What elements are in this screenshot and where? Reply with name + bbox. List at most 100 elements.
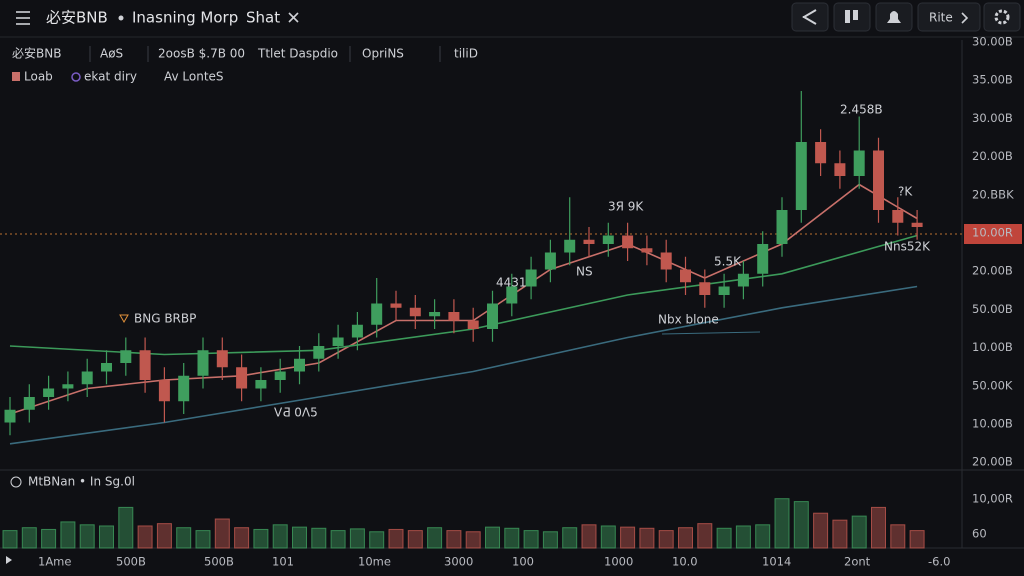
price-label: 20.00B: [972, 455, 1013, 469]
annotation: 4431: [496, 276, 527, 290]
annotation: 3Я 9K: [608, 200, 644, 214]
candle-body: [718, 286, 730, 295]
candle-body: [313, 346, 325, 359]
time-label: 3000: [444, 555, 473, 569]
time-label: 10.0: [672, 555, 698, 569]
annotation-marker: [119, 314, 129, 324]
settings-button[interactable]: [983, 2, 1021, 32]
close-icon[interactable]: [288, 12, 299, 23]
time-label: 500B: [116, 555, 146, 569]
annotation: 5.5K: [714, 255, 742, 269]
candle-body: [699, 282, 711, 295]
play-icon[interactable]: [6, 556, 12, 564]
rite-button[interactable]: [917, 2, 981, 32]
volume-bar: [600, 525, 616, 549]
menu-icon[interactable]: [16, 11, 30, 25]
volume-bar: [214, 518, 230, 549]
volume-bar: [485, 526, 500, 549]
tab[interactable]: Shat: [246, 9, 280, 27]
header-title: 必安BNB: [46, 9, 108, 27]
legend-label: Av LonteS: [164, 70, 224, 84]
price-label: 10.00B: [972, 417, 1013, 431]
candle-body: [332, 337, 344, 346]
volume-bar: [542, 531, 558, 549]
price-label: 50.00B: [972, 302, 1013, 316]
volume-bar: [41, 528, 57, 549]
candle-body: [101, 363, 112, 372]
candle-body: [622, 235, 634, 249]
candle-body: [409, 307, 421, 317]
candle-body: [525, 269, 537, 287]
time-label: 1000: [604, 555, 633, 569]
volume-bar: [678, 527, 693, 549]
annotation-underline: [661, 331, 761, 335]
candle-body: [544, 252, 556, 270]
legend-label: Loab: [24, 70, 53, 84]
price-tag: [964, 224, 1022, 244]
volume-bar: [562, 527, 578, 549]
volume-bar: [813, 512, 829, 549]
time-label: 101: [272, 555, 294, 569]
volume-bar: [156, 523, 172, 549]
info: tiliD: [454, 47, 478, 61]
chevron: [961, 12, 969, 24]
price-label: 10.00B: [972, 340, 1013, 354]
candle-body: [602, 235, 614, 244]
annotation: 2.458B: [840, 103, 883, 117]
candle-body: [873, 150, 884, 210]
price-label: 50.00K: [972, 378, 1013, 392]
volume-bar: [330, 530, 346, 549]
volume-bar: [755, 524, 771, 549]
candle-body: [564, 239, 576, 253]
candle-body: [583, 239, 595, 244]
volume-bar: [292, 526, 307, 549]
legend-label: ekat diry: [84, 70, 137, 84]
indicator-icon: [853, 10, 858, 20]
price-label: 20.00B: [972, 149, 1013, 163]
price-label: 35.00B: [972, 73, 1013, 87]
indicator-button[interactable]: [833, 2, 871, 32]
volume-toggle[interactable]: [10, 476, 22, 488]
price-label: 20.BBK: [972, 187, 1014, 201]
indicator-icon: [845, 10, 850, 23]
time-label: 1Ame: [38, 555, 71, 569]
volume-bar: [697, 523, 713, 549]
info: 2oosB $.7B 00: [158, 47, 245, 61]
share-button[interactable]: [791, 2, 829, 32]
separator-dot: [118, 15, 124, 21]
candle-body: [448, 312, 460, 321]
price-label: 30.00B: [972, 35, 1013, 49]
annotation: Nbx blone: [658, 313, 719, 327]
volume-bar: [79, 524, 95, 549]
volume-title: MtBNan • In Sg.0l: [28, 475, 135, 489]
volume-bar: [118, 506, 134, 549]
volume-bar: [427, 527, 443, 549]
volume-bar: [2, 530, 18, 549]
gear-icon: [994, 9, 1010, 25]
volume-bar: [890, 524, 906, 549]
legend-marker: [12, 72, 20, 81]
candle-body: [795, 142, 807, 210]
info: OpriNS: [362, 47, 404, 61]
candle-body: [4, 409, 16, 423]
time-label: -6.0: [928, 555, 950, 569]
time-label: 2ont: [844, 555, 871, 569]
annotation: NS: [576, 265, 593, 279]
volume-bar: [407, 530, 423, 549]
volume-bar: [851, 515, 867, 549]
candle-body: [757, 244, 769, 274]
volume-bar: [523, 530, 539, 549]
candle-body: [43, 388, 55, 397]
volume-bar: [774, 498, 790, 549]
annotation: ?K: [898, 185, 913, 199]
candle-body: [139, 350, 151, 380]
volume-bar: [253, 528, 269, 549]
volume-bar: [620, 526, 636, 549]
symbol: 必安BNB: [12, 46, 61, 61]
volume-bar: [21, 527, 37, 549]
tab[interactable]: Inasning Morp: [132, 9, 238, 27]
candle-body: [81, 371, 93, 385]
volume-bar: [369, 531, 385, 549]
volume-bar: [735, 525, 751, 549]
